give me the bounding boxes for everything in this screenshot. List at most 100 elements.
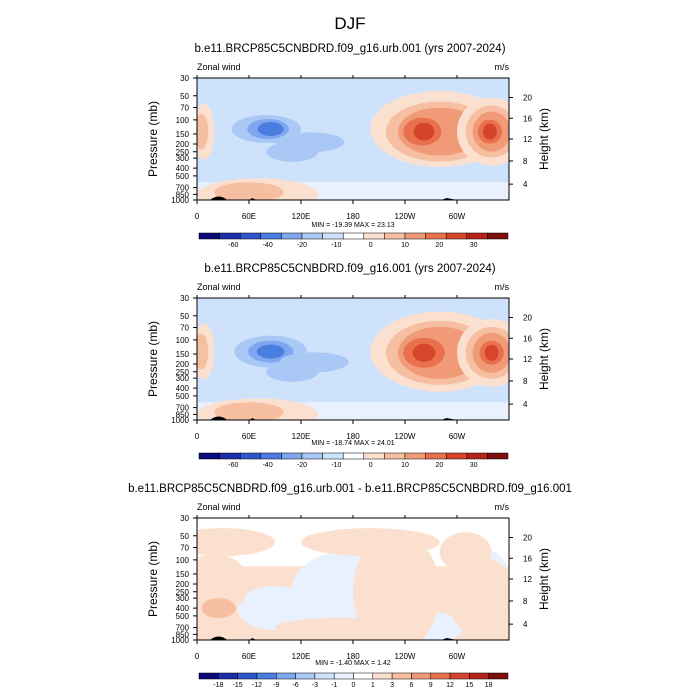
colorbar-swatch — [363, 232, 385, 240]
colorbar-label: 12 — [446, 682, 454, 689]
panel-title: b.e11.BRCP85C5CNBDRD.f09_g16.urb.001 (yr… — [194, 43, 505, 55]
colorbar-swatch — [301, 452, 323, 460]
right-annotation: m/s — [495, 282, 510, 292]
colorbar-label: 15 — [465, 682, 473, 689]
y-tick-label: 150 — [176, 130, 190, 139]
panel-title: b.e11.BRCP85C5CNBDRD.f09_g16.001 (yrs 20… — [204, 263, 495, 275]
panel-1: b.e11.BRCP85C5CNBDRD.f09_g16.urb.001 (yr… — [146, 43, 551, 249]
colorbar-swatch — [342, 232, 365, 240]
contour-fill — [214, 182, 284, 200]
colorbar-label: 3 — [390, 682, 394, 689]
colorbar-label: 0 — [369, 462, 373, 469]
contour-fill — [412, 343, 436, 362]
y-tick-label: 70 — [180, 543, 189, 552]
left-annotation: Zonal wind — [197, 62, 241, 72]
plot-area — [197, 298, 509, 420]
colorbar-label: -9 — [273, 682, 279, 689]
contour-fill — [197, 113, 209, 150]
y-tick-label: 500 — [176, 612, 190, 621]
y-tick-label: 250 — [176, 588, 190, 597]
contour-fill — [256, 344, 285, 359]
x-tick-label: 60E — [242, 212, 256, 221]
left-annotation: Zonal wind — [197, 502, 241, 512]
contour-fill — [197, 528, 275, 557]
colorbar-swatch — [384, 232, 406, 240]
colorbar-swatch — [281, 232, 303, 240]
y-tick-label: 70 — [180, 323, 189, 332]
colorbar-swatch — [430, 672, 451, 680]
colorbar-swatch — [276, 672, 296, 680]
colorbar-label: -18 — [213, 682, 223, 689]
contour-fill — [266, 141, 319, 162]
y-tick-label: 300 — [176, 374, 190, 383]
colorbar-swatch — [372, 672, 393, 680]
contour-fill — [275, 617, 414, 638]
y-axis-label-right: Height (km) — [537, 108, 551, 170]
topography — [210, 636, 228, 640]
x-tick-label: 60E — [242, 432, 256, 441]
x-tick-label: 120E — [292, 212, 311, 221]
colorbar-swatch — [342, 452, 365, 460]
y-tick-label: 700 — [176, 624, 190, 633]
colorbar-label: -6 — [292, 682, 298, 689]
contour-fill — [448, 558, 509, 639]
colorbar-swatch — [260, 232, 282, 240]
y-tick-label: 850 — [176, 190, 190, 199]
colorbar-swatch — [391, 672, 412, 680]
colorbar-label: 10 — [401, 462, 409, 469]
height-tick-label: 20 — [523, 94, 532, 103]
plot-area — [197, 518, 509, 640]
colorbar-swatch — [198, 452, 220, 460]
y-tick-label: 400 — [176, 384, 190, 393]
colorbar-swatch — [411, 672, 431, 680]
y-tick-label: 200 — [176, 580, 190, 589]
topography — [210, 416, 228, 420]
colorbar-swatch — [466, 452, 488, 460]
colorbar-swatch — [198, 232, 220, 240]
colorbar-swatch — [281, 452, 303, 460]
y-tick-label: 50 — [180, 532, 189, 541]
y-tick-label: 500 — [176, 392, 190, 401]
colorbar-label: -20 — [297, 242, 307, 249]
colorbar-swatch — [333, 672, 354, 680]
stats-text: MIN = -18.74 MAX = 24.01 — [311, 440, 394, 447]
colorbar-swatch — [322, 452, 344, 460]
x-tick-label: 120W — [395, 652, 416, 661]
page-title: DJF — [334, 14, 366, 33]
y-tick-label: 850 — [176, 630, 190, 639]
colorbar-swatch — [445, 232, 468, 240]
colorbar-swatch — [301, 232, 323, 240]
x-tick-label: 60W — [449, 652, 466, 661]
contour-fill — [257, 122, 284, 137]
contour-fill — [197, 554, 249, 614]
y-tick-label: 30 — [180, 74, 189, 83]
right-annotation: m/s — [495, 502, 510, 512]
height-tick-label: 8 — [523, 597, 528, 606]
panel-title: b.e11.BRCP85C5CNBDRD.f09_g16.urb.001 - b… — [128, 483, 572, 495]
contour-fill — [483, 123, 497, 140]
x-tick-label: 0 — [195, 432, 200, 441]
colorbar-swatch — [487, 232, 509, 240]
y-tick-label: 850 — [176, 410, 190, 419]
colorbar-label: -60 — [228, 462, 238, 469]
x-tick-label: 180 — [346, 212, 360, 221]
x-tick-label: 120W — [395, 432, 416, 441]
colorbar-label: 20 — [435, 242, 443, 249]
height-tick-label: 16 — [523, 334, 532, 343]
left-annotation: Zonal wind — [197, 282, 241, 292]
colorbar-label: -40 — [263, 462, 273, 469]
colorbar-label: -60 — [228, 242, 238, 249]
colorbar-swatch — [488, 672, 509, 680]
panel-3: b.e11.BRCP85C5CNBDRD.f09_g16.urb.001 - b… — [128, 483, 572, 689]
colorbar-swatch — [353, 672, 374, 680]
height-tick-label: 16 — [523, 114, 532, 123]
colorbar-swatch — [466, 232, 488, 240]
y-tick-label: 1000 — [171, 636, 189, 645]
y-tick-label: 70 — [180, 103, 189, 112]
y-tick-label: 1000 — [171, 196, 189, 205]
y-tick-label: 200 — [176, 140, 190, 149]
colorbar-swatch — [425, 232, 447, 240]
topography — [210, 196, 228, 200]
height-tick-label: 4 — [523, 620, 528, 629]
colorbar-swatch — [445, 452, 468, 460]
